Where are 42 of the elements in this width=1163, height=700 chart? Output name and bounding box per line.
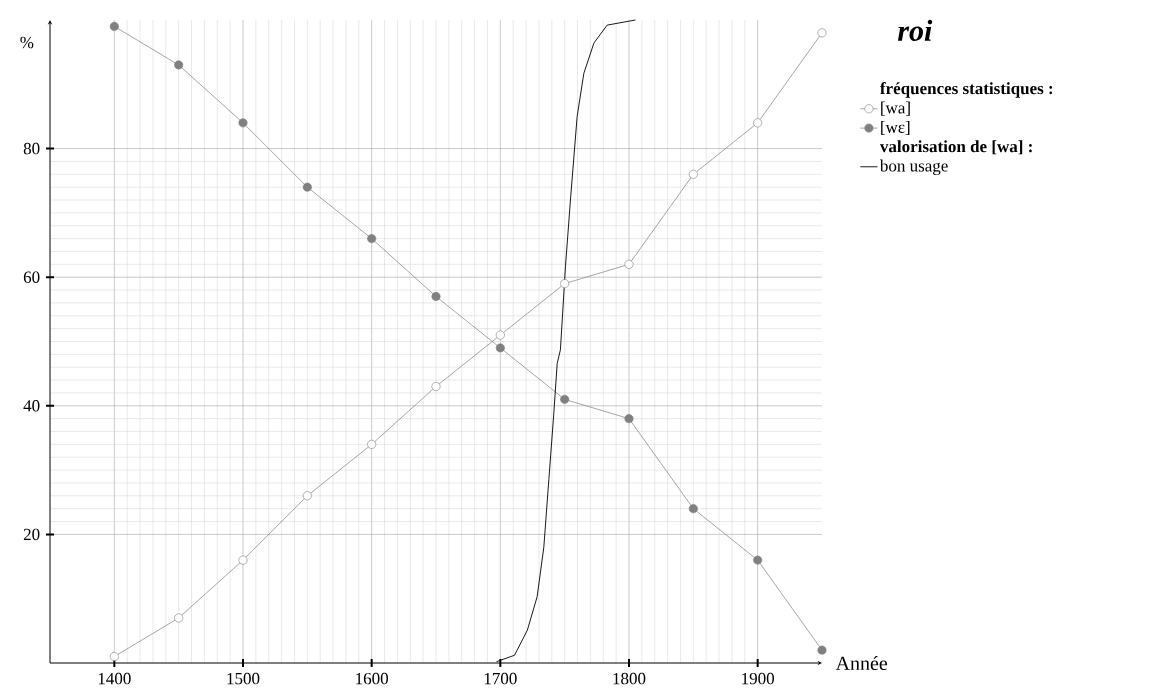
x-tick-label: 1700 bbox=[484, 672, 517, 685]
point bbox=[302, 182, 312, 192]
point bbox=[302, 491, 312, 501]
point bbox=[174, 60, 184, 70]
text: roi bbox=[897, 19, 933, 41]
point bbox=[174, 613, 184, 623]
point bbox=[817, 28, 827, 38]
point bbox=[238, 555, 248, 565]
legend-label: [wa] bbox=[881, 101, 910, 116]
x-tick-label: 1800 bbox=[613, 672, 646, 685]
x-axis-title: Année bbox=[835, 655, 888, 671]
x-tick-label: 1900 bbox=[742, 672, 775, 685]
y-tick-label: 80 bbox=[23, 142, 40, 155]
y-tick-label: 40 bbox=[23, 400, 40, 412]
y-tick-label: 20 bbox=[23, 528, 40, 541]
x-tick-label: 1400 bbox=[98, 672, 131, 685]
point bbox=[624, 414, 634, 424]
point bbox=[817, 645, 827, 655]
point bbox=[495, 343, 505, 353]
text: valorisation de [wa] : bbox=[879, 140, 1032, 155]
x-tick-label: 1500 bbox=[227, 672, 260, 685]
y-tick-label: 60 bbox=[23, 271, 40, 283]
legend-label: [wɛ] bbox=[881, 120, 910, 135]
point bbox=[109, 21, 119, 31]
legend-label: bon usage bbox=[879, 159, 948, 176]
x-tick-label: 1600 bbox=[356, 672, 389, 685]
point bbox=[109, 652, 119, 662]
point bbox=[753, 555, 763, 565]
point bbox=[238, 118, 248, 128]
text: fréquences statistiques : bbox=[880, 82, 1053, 98]
point bbox=[431, 382, 441, 391]
point bbox=[495, 330, 505, 340]
y-axis-title: % bbox=[20, 36, 34, 49]
point bbox=[367, 234, 377, 244]
point bbox=[367, 439, 377, 449]
point bbox=[560, 279, 570, 289]
point bbox=[753, 118, 763, 128]
point bbox=[431, 291, 441, 301]
point bbox=[688, 169, 698, 179]
point bbox=[688, 504, 698, 514]
point bbox=[624, 259, 634, 269]
point bbox=[560, 394, 570, 404]
